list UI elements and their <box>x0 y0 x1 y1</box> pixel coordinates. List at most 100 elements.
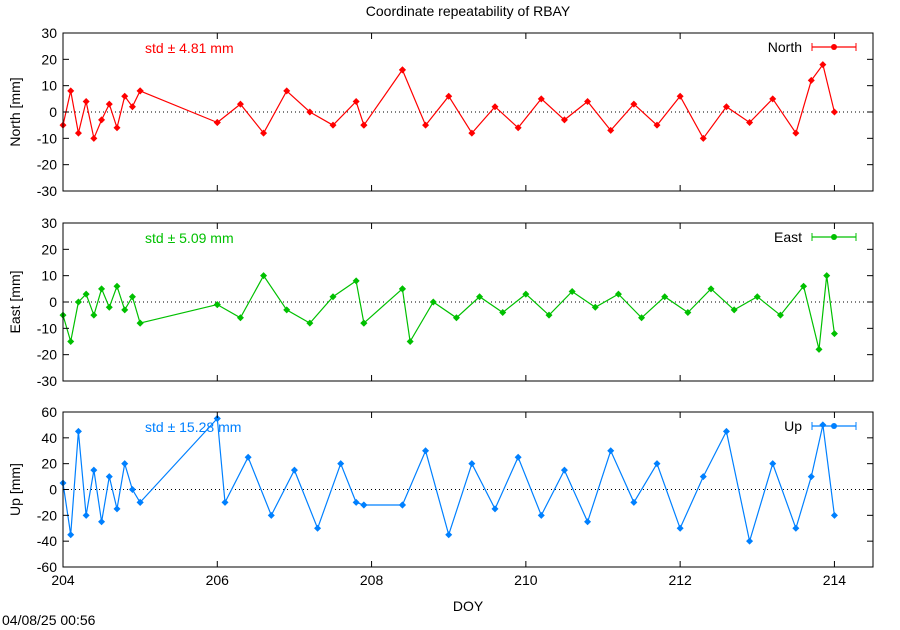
y-tick-label: 0 <box>49 104 57 120</box>
data-point <box>819 61 827 69</box>
x-tick-label: 208 <box>360 572 384 588</box>
data-point <box>267 511 275 519</box>
y-axis-label: East [mm] <box>7 270 23 333</box>
series-line <box>216 89 365 135</box>
data-point <box>136 87 144 95</box>
y-tick-label: 20 <box>41 241 57 257</box>
data-point <box>707 285 715 293</box>
data-point <box>128 293 136 301</box>
data-point <box>584 97 592 105</box>
data-point <box>236 100 244 108</box>
data-point <box>283 87 291 95</box>
data-point <box>537 511 545 519</box>
data-point <box>584 518 592 526</box>
data-point <box>545 311 553 319</box>
timestamp: 04/08/25 00:56 <box>2 612 96 628</box>
y-tick-label: -20 <box>37 347 57 363</box>
data-point <box>638 314 646 322</box>
data-point <box>445 531 453 539</box>
data-point <box>90 134 98 142</box>
data-point <box>468 460 476 468</box>
series-up <box>59 414 838 545</box>
data-point <box>406 338 414 345</box>
data-point <box>113 505 121 513</box>
data-point <box>491 103 499 111</box>
chart-title: Coordinate repeatability of RBAY <box>366 3 571 19</box>
data-point <box>607 126 615 134</box>
data-point <box>360 501 368 509</box>
data-point <box>98 116 106 124</box>
series-line <box>62 90 141 141</box>
data-point <box>90 311 98 319</box>
std-annotation: std ± 5.09 mm <box>145 230 234 246</box>
y-tick-label: -10 <box>37 130 57 146</box>
data-point <box>105 473 113 481</box>
data-point <box>360 121 368 129</box>
data-point <box>514 453 522 461</box>
series-line <box>363 288 403 324</box>
data-point <box>819 421 827 429</box>
data-point <box>213 414 221 422</box>
data-point <box>213 301 221 309</box>
data-point <box>74 129 82 137</box>
series-line <box>62 284 141 342</box>
data-point <box>283 306 291 314</box>
data-point <box>329 121 337 129</box>
data-point <box>113 282 121 290</box>
series-line <box>363 69 403 126</box>
data-point <box>452 314 460 322</box>
y-tick-label: 0 <box>49 294 57 310</box>
data-point <box>830 330 838 338</box>
data-point <box>769 460 777 468</box>
y-tick-label: 10 <box>41 268 57 284</box>
data-point <box>136 319 144 327</box>
legend-label: Up <box>784 418 802 434</box>
data-point <box>630 100 638 108</box>
y-tick-label: -40 <box>37 533 57 549</box>
y-tick-label: 60 <box>41 404 57 420</box>
legend-label: East <box>774 229 802 245</box>
data-point <box>236 314 244 322</box>
data-point <box>730 306 738 314</box>
data-point <box>522 290 530 298</box>
x-tick-label: 214 <box>823 572 847 588</box>
data-point <box>491 505 499 513</box>
data-point <box>800 282 808 290</box>
data-point <box>792 129 800 137</box>
data-point <box>74 298 82 306</box>
data-point <box>537 95 545 103</box>
data-point <box>676 524 684 532</box>
data-point <box>105 303 113 311</box>
data-point <box>699 473 707 481</box>
data-point <box>653 460 661 468</box>
data-point <box>476 293 484 301</box>
data-point <box>113 124 121 132</box>
series-line <box>401 63 835 140</box>
data-point <box>244 453 252 461</box>
data-point <box>807 76 815 84</box>
legend-label: North <box>768 39 802 55</box>
y-tick-label: 30 <box>41 25 57 41</box>
y-tick-label: -20 <box>37 507 57 523</box>
data-point <box>67 338 75 345</box>
data-point <box>422 447 430 455</box>
data-point <box>422 121 430 129</box>
y-tick-label: 30 <box>41 215 57 231</box>
legend-marker <box>831 234 837 240</box>
data-point <box>746 119 754 127</box>
panel-3: -60 -40 -20 0 20 40 60 204 206 208 210 212 214 Up [mm… <box>7 404 874 614</box>
panel-2: -30 -20 -10 0 10 20 30 East [mm] std ± 5.09 mm Ea… <box>7 215 874 389</box>
x-tick-label: 204 <box>51 572 75 588</box>
data-point <box>128 486 136 493</box>
series-north <box>59 61 838 142</box>
data-point <box>221 498 229 506</box>
data-point <box>329 293 337 301</box>
data-point <box>661 293 669 301</box>
data-point <box>815 345 823 353</box>
y-axis-label: North [mm] <box>7 77 23 146</box>
legend-marker <box>831 423 837 429</box>
series-line <box>217 274 365 324</box>
data-point <box>352 498 360 506</box>
data-point <box>306 108 314 116</box>
